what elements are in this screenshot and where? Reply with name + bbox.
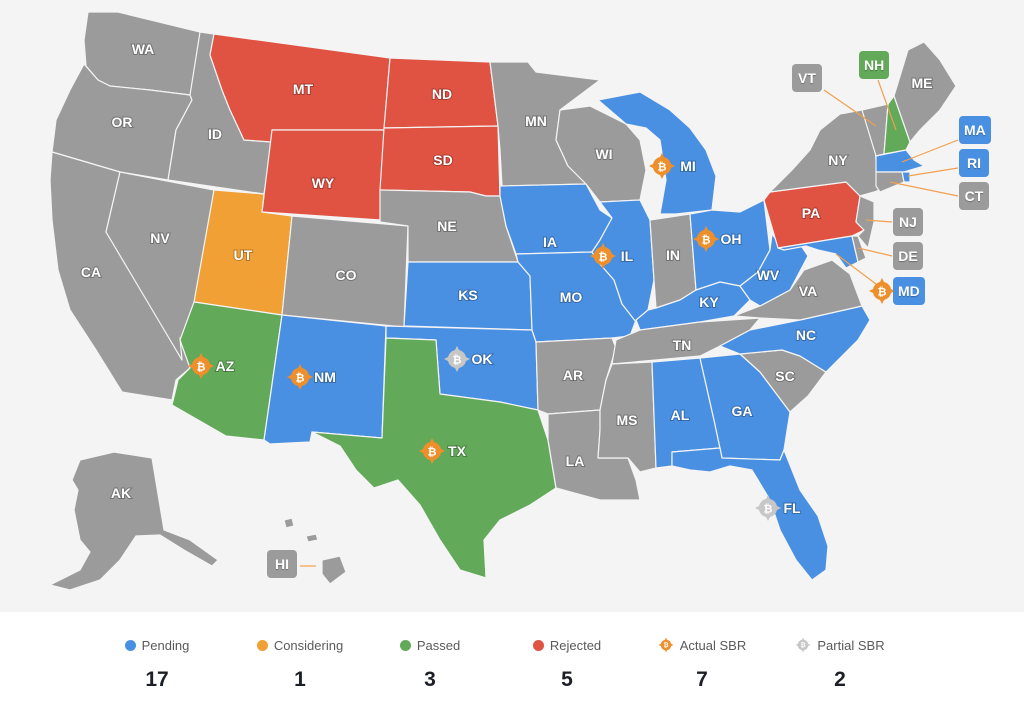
pending-dot-icon (124, 639, 136, 651)
label-OK: OK (472, 351, 493, 367)
label-IL: IL (621, 248, 634, 264)
legend-label: Partial SBR (817, 637, 885, 653)
label-WA: WA (132, 41, 155, 57)
label-NM: NM (314, 369, 336, 385)
legend-count: 3 (424, 668, 436, 691)
label-IA: IA (543, 234, 557, 250)
label-SD: SD (433, 152, 452, 168)
state-NC[interactable] (719, 305, 871, 373)
label-ID: ID (208, 126, 222, 142)
label-MN: MN (525, 113, 547, 129)
label-ND: ND (432, 86, 452, 102)
state-FL[interactable] (671, 447, 829, 581)
state-MI[interactable] (597, 91, 717, 215)
state-DE[interactable] (851, 235, 867, 263)
callout-MD[interactable]: MD (893, 277, 925, 305)
label-OH: OH (721, 231, 742, 247)
label-VA: VA (799, 283, 817, 299)
label-LA: LA (566, 453, 585, 469)
legend-count: 17 (145, 668, 169, 691)
considering-dot-icon (256, 639, 268, 651)
callout-VT[interactable]: VT (792, 64, 822, 92)
label-KY: KY (699, 294, 719, 310)
label-SC: SC (775, 368, 794, 384)
label-KS: KS (458, 287, 477, 303)
state-NJ[interactable] (855, 195, 875, 249)
label-TX: TX (448, 443, 467, 459)
legend-item-pending[interactable]: Pending 17 (77, 636, 237, 692)
label-ME: ME (912, 75, 933, 91)
callout-MA[interactable]: MA (959, 116, 991, 144)
legend-item-partial-sbr[interactable]: Partial SBR 2 (760, 636, 920, 692)
label-CA: CA (81, 264, 101, 280)
legend-count: 7 (696, 668, 708, 691)
state-HI[interactable] (283, 517, 347, 585)
legend-label: Actual SBR (679, 637, 747, 653)
label-CO: CO (336, 267, 357, 283)
label-MT: MT (293, 81, 314, 97)
label-UT: UT (234, 247, 253, 263)
callout-HI[interactable]: HI (267, 550, 297, 578)
legend-label: Pending (141, 637, 190, 653)
label-WY: WY (312, 175, 335, 191)
label-NV: NV (150, 230, 170, 246)
legend-count: 1 (294, 668, 306, 691)
legend-label: Considering (273, 637, 344, 653)
label-WV: WV (757, 267, 780, 283)
label-GA: GA (732, 403, 753, 419)
legend-count: 2 (834, 668, 846, 691)
label-AZ: AZ (216, 358, 235, 374)
bitcoin-icon (658, 637, 674, 653)
label-NY: NY (828, 152, 848, 168)
legend-item-passed[interactable]: Passed 3 (350, 636, 510, 692)
label-MI: MI (680, 158, 696, 174)
rejected-dot-icon (532, 639, 544, 651)
label-MO: MO (560, 289, 583, 305)
state-labels: WA OR CA NV ID MT WY UT CO AZ NM ND SD N… (80, 40, 934, 517)
legend-count: 5 (561, 668, 573, 691)
label-NC: NC (796, 327, 816, 343)
label-IN: IN (666, 247, 680, 263)
state-AK[interactable] (49, 451, 219, 591)
label-AL: AL (671, 407, 690, 423)
legend-item-actual-sbr[interactable]: Actual SBR 7 (622, 636, 782, 692)
label-AR: AR (563, 367, 583, 383)
legend-label: Passed (416, 637, 461, 653)
state-ME[interactable] (893, 41, 957, 143)
bitcoin-icon (795, 637, 811, 653)
state-KY[interactable] (635, 281, 751, 331)
callout-DE[interactable]: DE (893, 242, 923, 270)
callout-RI[interactable]: RI (959, 149, 989, 177)
state-NH[interactable] (883, 95, 911, 155)
label-PA: PA (802, 205, 820, 221)
label-MS: MS (617, 412, 638, 428)
callout-NH[interactable]: NH (859, 51, 890, 79)
label-AK: AK (111, 485, 131, 501)
callout-NJ[interactable]: NJ (893, 208, 923, 236)
label-NE: NE (437, 218, 456, 234)
us-map-svg: WA OR CA NV ID MT WY UT CO AZ NM ND SD N… (49, 11, 959, 591)
label-WI: WI (595, 146, 612, 162)
callout-CT[interactable]: CT (959, 182, 989, 210)
legend-item-considering[interactable]: Considering 1 (220, 636, 380, 692)
legend-label: Rejected (549, 637, 602, 653)
label-TN: TN (673, 337, 692, 353)
us-map: WA OR CA NV ID MT WY UT CO AZ NM ND SD N… (49, 11, 991, 591)
legend-item-rejected[interactable]: Rejected 5 (487, 636, 647, 692)
legend: Pending 17 Considering 1 Passed 3 Reject… (0, 612, 1024, 703)
leader-lines (300, 79, 959, 567)
label-OR: OR (112, 114, 133, 130)
label-FL: FL (783, 500, 801, 516)
passed-dot-icon (399, 639, 411, 651)
